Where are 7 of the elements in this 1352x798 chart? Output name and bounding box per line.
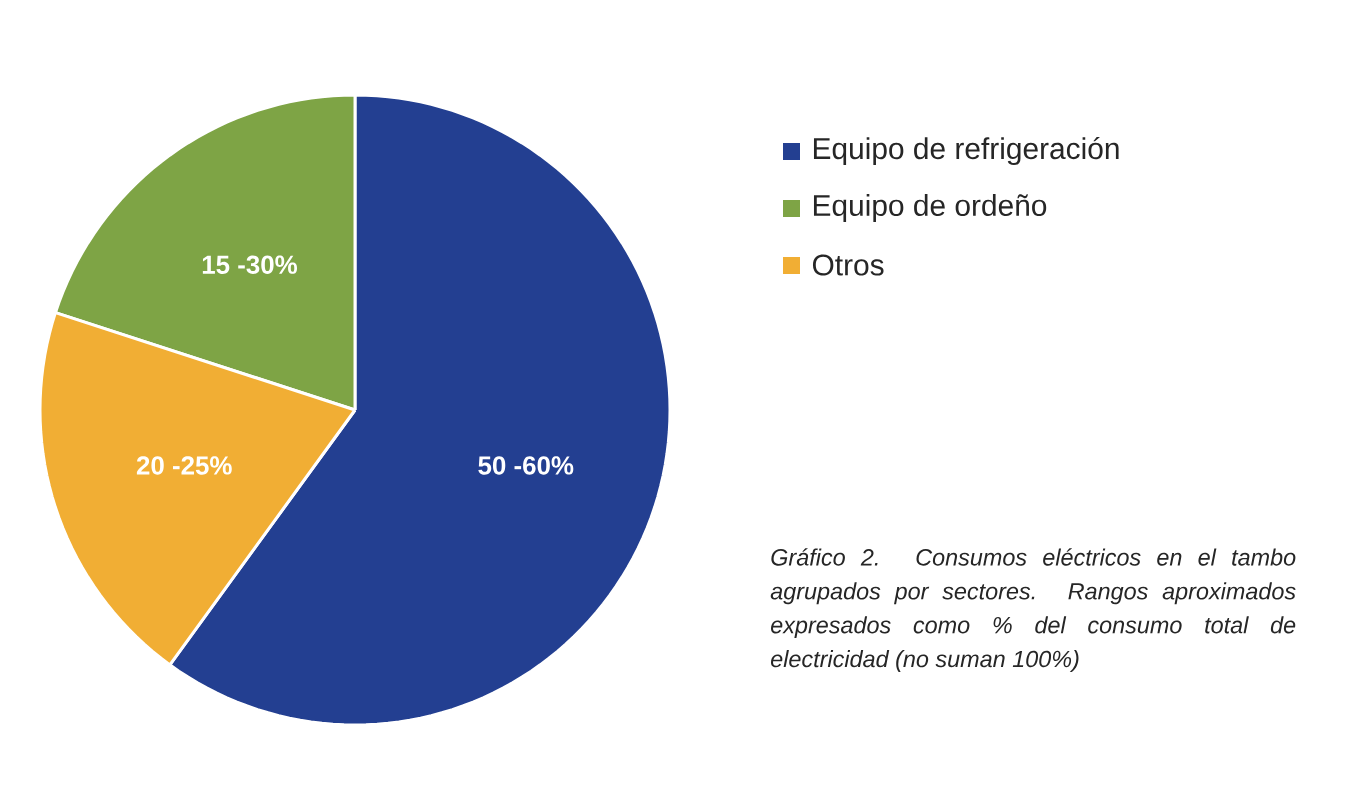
text: 50 -60% xyxy=(478,456,574,475)
legend-label: Equipo de ordeño xyxy=(813,194,1047,222)
text: 15 -30% xyxy=(202,255,298,274)
text: Gráfico 2. Consumos eléctricos en el tambo agrupados por sectores. Rangos aproximados expresados como % del consumo total de electricidad (no suman 100%) xyxy=(770,548,1296,672)
legend-label: Otros xyxy=(812,254,884,276)
text: 20 -25% xyxy=(136,456,232,475)
legend-label: Equipo de refrigeración xyxy=(813,136,1119,166)
